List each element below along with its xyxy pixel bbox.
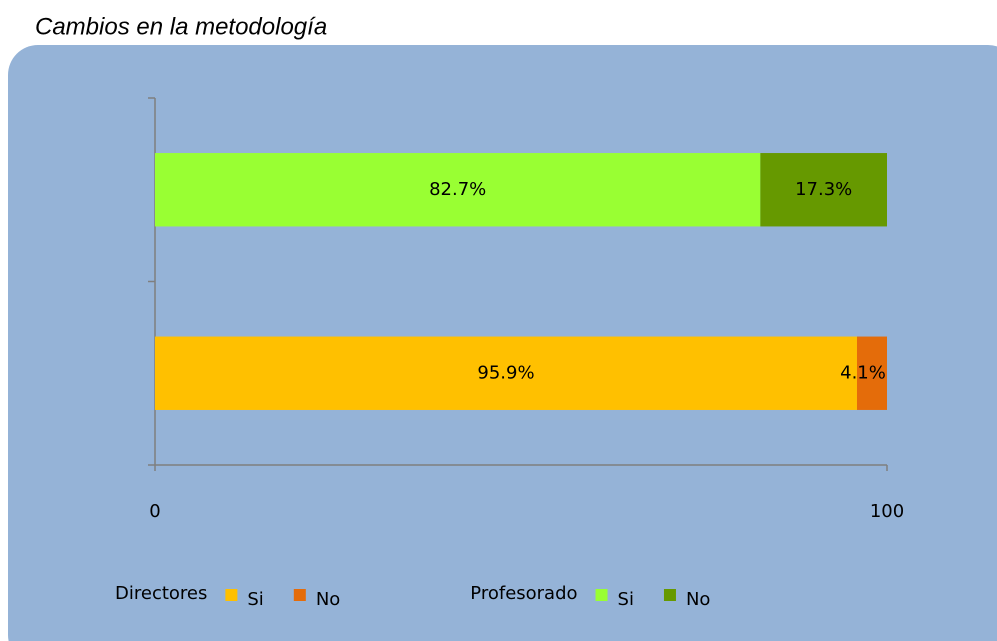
chart-title: Cambios en la metodología (35, 13, 327, 40)
legend-swatch (293, 589, 306, 601)
legend-swatch (225, 589, 238, 601)
legend-swatch (663, 589, 676, 601)
data-label: 17.3% (795, 179, 852, 200)
legend-swatch (595, 589, 608, 601)
legend-label: No (316, 589, 340, 610)
legend-group-label: Directores (115, 583, 207, 604)
bar-segment (155, 153, 761, 227)
bar-segment (760, 153, 887, 227)
bar-segment (155, 336, 857, 410)
bar-segment (856, 336, 887, 410)
legend-label: No (686, 589, 710, 610)
legend-label: Si (247, 589, 263, 610)
x-tick-label: 100 (870, 501, 904, 522)
x-tick-label: 0 (149, 501, 160, 522)
data-label: 4.1% (840, 362, 886, 383)
legend-label: Si (618, 589, 634, 610)
data-label: 95.9% (477, 362, 534, 383)
legend-group-label: Profesorado (470, 583, 577, 604)
data-label: 82.7% (429, 179, 486, 200)
